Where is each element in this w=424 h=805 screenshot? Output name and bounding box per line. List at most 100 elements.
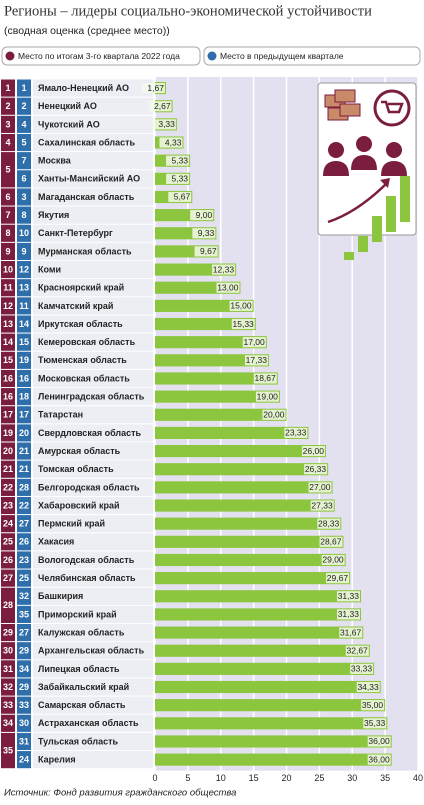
rank-cell bbox=[1, 369, 15, 388]
rank-label: 23 bbox=[19, 555, 29, 565]
illustration bbox=[380, 178, 390, 188]
bar bbox=[155, 463, 329, 476]
rank-cell bbox=[17, 424, 31, 442]
rank-cell bbox=[1, 478, 15, 496]
value-label: 31,67 bbox=[340, 627, 362, 637]
rank-label: 30 bbox=[19, 718, 29, 728]
rank-cell bbox=[17, 678, 31, 696]
rank-cell bbox=[17, 605, 31, 623]
rank-cell bbox=[1, 206, 15, 224]
value-label: 5,67 bbox=[174, 192, 191, 202]
bar bbox=[155, 699, 386, 712]
rank-cell bbox=[17, 551, 31, 569]
value-label: 12,33 bbox=[213, 264, 235, 274]
value-label: 5,33 bbox=[171, 155, 188, 165]
rank-label: 20 bbox=[3, 446, 13, 456]
rank-cell bbox=[1, 569, 15, 587]
rank-cell bbox=[1, 351, 15, 369]
legend-box bbox=[203, 46, 421, 66]
illustration bbox=[381, 161, 407, 176]
rank-cell bbox=[1, 496, 15, 515]
rank-cell bbox=[17, 115, 31, 133]
legend-label: Место по итогам 3-го квартала 2022 года bbox=[18, 51, 180, 61]
rank-cell bbox=[17, 642, 31, 660]
value-label: 28,67 bbox=[320, 537, 342, 547]
value-label-bg bbox=[345, 645, 369, 656]
category-label: Москва bbox=[38, 156, 72, 166]
rank-cell bbox=[17, 133, 31, 152]
category-label: Магаданская область bbox=[38, 192, 135, 202]
rank-label: 3 bbox=[5, 119, 10, 129]
value-label-bg bbox=[361, 700, 385, 711]
value-label: 2,67 bbox=[154, 101, 171, 111]
rank-cell bbox=[17, 732, 31, 751]
value-label-bg bbox=[166, 173, 190, 184]
name-cell bbox=[33, 714, 153, 732]
rank-label: 29 bbox=[3, 627, 13, 637]
category-label: Пермский край bbox=[38, 519, 105, 529]
rank-label: 35 bbox=[19, 609, 29, 619]
value-label-bg bbox=[192, 228, 216, 239]
value-label-bg bbox=[159, 137, 183, 148]
rank-cell bbox=[1, 188, 15, 206]
value-label: 35,33 bbox=[364, 718, 386, 728]
rank-label: 24 bbox=[19, 755, 29, 765]
rank-cell bbox=[1, 261, 15, 279]
category-label: Липецкая область bbox=[38, 664, 120, 674]
value-label-bg bbox=[229, 300, 253, 311]
rank-cell bbox=[17, 714, 31, 732]
bar bbox=[155, 317, 256, 331]
rank-cell bbox=[1, 333, 15, 351]
name-cell bbox=[33, 569, 153, 587]
category-label: Ленинградская область bbox=[38, 392, 145, 402]
value-label-bg bbox=[310, 500, 334, 511]
category-label: Красноярский край bbox=[38, 283, 124, 293]
rank-cell bbox=[1, 279, 15, 297]
illustration bbox=[339, 103, 361, 117]
value-label-bg bbox=[336, 591, 360, 602]
rank-label: 12 bbox=[19, 264, 29, 274]
value-label-bg bbox=[152, 119, 176, 130]
category-label: Калужская область bbox=[38, 627, 125, 637]
value-label-bg bbox=[194, 246, 218, 257]
bar bbox=[155, 753, 392, 766]
bar bbox=[155, 408, 287, 421]
category-label: Санкт-Петербург bbox=[38, 228, 113, 238]
rank-label: 2 bbox=[21, 101, 26, 111]
rank-cell bbox=[17, 624, 31, 642]
value-label-bg bbox=[350, 663, 374, 674]
value-label-bg bbox=[166, 155, 190, 166]
illustration bbox=[373, 89, 411, 127]
bar bbox=[155, 481, 333, 494]
rank-cell bbox=[17, 751, 31, 769]
value-label-bg bbox=[212, 264, 236, 275]
rank-cell bbox=[17, 496, 31, 515]
value-label-bg bbox=[319, 536, 343, 547]
x-tick-label: 0 bbox=[152, 773, 157, 783]
value-label: 36,00 bbox=[368, 736, 390, 746]
name-cell bbox=[33, 206, 153, 224]
category-label: Челябинская область bbox=[38, 573, 136, 583]
value-label-bg bbox=[367, 754, 391, 765]
value-label: 27,00 bbox=[309, 482, 331, 492]
name-cell bbox=[33, 424, 153, 442]
rank-cell bbox=[17, 206, 31, 224]
bar bbox=[155, 517, 342, 530]
rank-cell bbox=[17, 460, 31, 478]
rank-label: 9 bbox=[5, 246, 10, 256]
rank-label: 1 bbox=[21, 83, 26, 93]
value-label-bg bbox=[363, 718, 387, 729]
rank-cell bbox=[1, 424, 15, 442]
rank-label: 13 bbox=[3, 319, 13, 329]
rank-cell bbox=[1, 533, 15, 551]
rank-label: 8 bbox=[5, 228, 10, 238]
rank-label: 32 bbox=[19, 591, 29, 601]
rank-label: 20 bbox=[19, 428, 29, 438]
rank-label: 8 bbox=[21, 210, 26, 220]
value-label-bg bbox=[216, 282, 240, 293]
x-tick-label: 5 bbox=[185, 773, 190, 783]
rank-label: 7 bbox=[21, 156, 26, 166]
rank-cell bbox=[1, 406, 15, 424]
name-cell bbox=[33, 678, 153, 696]
